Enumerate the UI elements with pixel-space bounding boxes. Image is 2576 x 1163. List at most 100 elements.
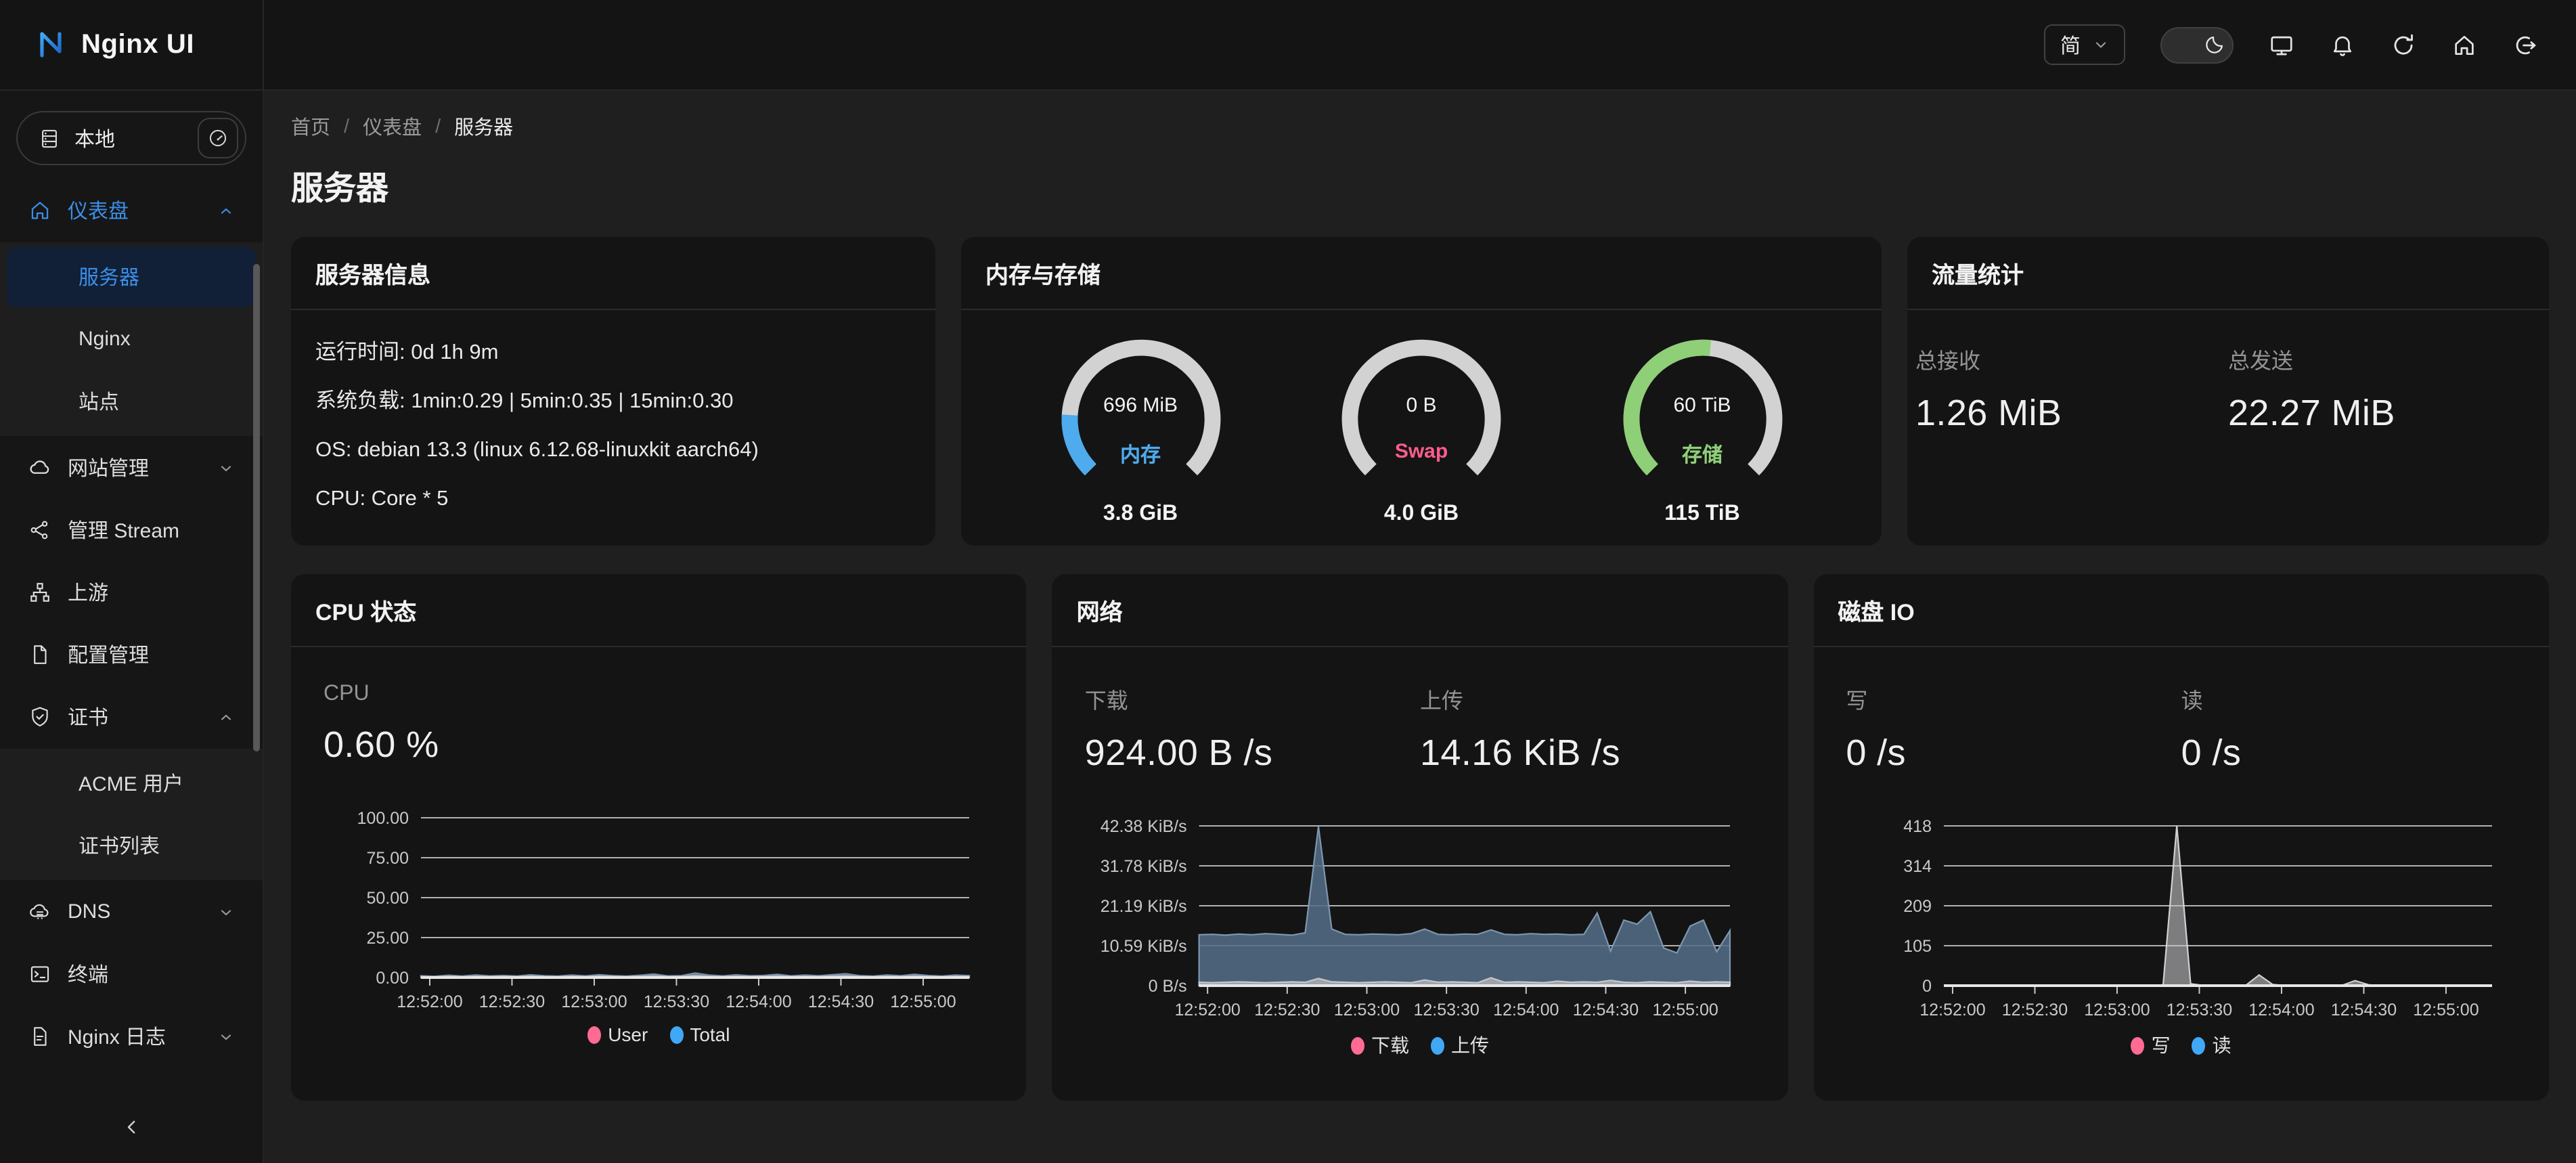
stat-value: 1.26 MiB bbox=[1915, 393, 2062, 433]
os-line: OS: debian 13.3 (linux 6.12.68-linuxkit … bbox=[315, 439, 759, 462]
svg-text:12:52:00: 12:52:00 bbox=[1919, 1001, 1985, 1019]
sidebar-item-label: 上游 bbox=[68, 582, 109, 605]
sidebar-item-config[interactable]: 配置管理 bbox=[7, 624, 256, 685]
gauge-label: 存储 bbox=[1681, 444, 1723, 467]
display-button[interactable] bbox=[2269, 32, 2294, 58]
svg-text:21.19 KiB/s: 21.19 KiB/s bbox=[1101, 897, 1187, 916]
stat-value: 0 /s bbox=[2181, 732, 2242, 773]
stat-label: 上传 bbox=[1419, 690, 1463, 714]
gauge-value: 696 MiB bbox=[1103, 394, 1178, 417]
svg-text:12:53:30: 12:53:30 bbox=[1414, 1001, 1480, 1019]
stat-value: 14.16 KiB /s bbox=[1419, 732, 1620, 773]
sidebar-item-terminal[interactable]: 终端 bbox=[7, 944, 256, 1005]
shield-check-icon bbox=[32, 707, 48, 727]
gauge-value: 0 B bbox=[1406, 394, 1437, 417]
sidebar-item-upstream[interactable]: 上游 bbox=[7, 562, 256, 623]
theme-toggle-switch[interactable] bbox=[2160, 26, 2234, 63]
svg-text:12:52:30: 12:52:30 bbox=[479, 992, 545, 1011]
svg-text:12:52:00: 12:52:00 bbox=[1175, 1001, 1241, 1019]
legend-dot bbox=[587, 1026, 602, 1043]
svg-text:12:55:00: 12:55:00 bbox=[2413, 1001, 2479, 1019]
network-card: 网络 下载 924.00 B /s 上传 14.16 KiB /s bbox=[1052, 574, 1788, 1101]
stat-label: 下载 bbox=[1084, 690, 1128, 714]
language-select[interactable]: 简 bbox=[2043, 24, 2125, 65]
gauge-label: 内存 bbox=[1119, 444, 1161, 467]
language-value: 简 bbox=[2060, 35, 2081, 58]
sidebar-item-dns[interactable]: DNS bbox=[7, 881, 256, 942]
legend-dot bbox=[1430, 1036, 1444, 1054]
breadcrumb-dashboard[interactable]: 仪表盘 bbox=[363, 118, 422, 139]
svg-text:0: 0 bbox=[1922, 977, 1931, 996]
stat-value: 22.27 MiB bbox=[2228, 393, 2395, 433]
svg-text:12:54:30: 12:54:30 bbox=[1573, 1001, 1639, 1019]
reload-button[interactable] bbox=[2391, 32, 2416, 58]
stat-block: CPU 0.60 % bbox=[324, 682, 659, 766]
sidebar-item-website-management[interactable]: 网站管理 bbox=[7, 437, 256, 498]
svg-text:50.00: 50.00 bbox=[366, 889, 409, 908]
legend-item[interactable]: 读 bbox=[2192, 1032, 2231, 1059]
disk-chart: 418 314 209 105 0 12:52:00 12:52:30 12:53:00 12:… bbox=[1838, 812, 2525, 1026]
breadcrumb-home[interactable]: 首页 bbox=[291, 118, 330, 139]
svg-text:12:53:00: 12:53:00 bbox=[2084, 1001, 2150, 1019]
card-header: CPU 状态 bbox=[291, 574, 1027, 647]
legend-item[interactable]: Total bbox=[669, 1024, 730, 1045]
legend-item[interactable]: 写 bbox=[2131, 1032, 2171, 1059]
sidebar-item-certificates[interactable]: 证书 bbox=[7, 686, 256, 747]
breadcrumb: 首页 / 仪表盘 / 服务器 bbox=[291, 112, 2549, 141]
legend-dot bbox=[2131, 1036, 2145, 1054]
server-info-card: 服务器信息 运行时间: 0d 1h 9m 系统负载: 1min:0.29 | 5… bbox=[291, 237, 935, 546]
cpu-status-card: CPU 状态 CPU 0.60 % 100.00 75.00 50.00 25.00 0… bbox=[291, 574, 1027, 1101]
chevron-down-icon bbox=[218, 1028, 234, 1045]
svg-text:12:54:30: 12:54:30 bbox=[2330, 1001, 2396, 1019]
sidebar-item-label: Nginx 日志 bbox=[68, 1026, 166, 1049]
storage-gauge: 60 TiB 存储 115 TiB bbox=[1601, 326, 1804, 527]
legend-item[interactable]: 下载 bbox=[1350, 1032, 1409, 1059]
card-title: 服务器信息 bbox=[315, 263, 430, 288]
logout-button[interactable] bbox=[2512, 32, 2538, 58]
stat-label: CPU bbox=[324, 682, 370, 705]
file-icon bbox=[34, 645, 47, 664]
sidebar-item-acme-users[interactable]: ACME 用户 bbox=[7, 753, 256, 814]
moon-icon bbox=[2206, 36, 2223, 53]
sidebar-item-dashboard[interactable]: 仪表盘 bbox=[7, 180, 256, 241]
server-selector[interactable]: 本地 bbox=[16, 111, 246, 165]
sidebar-item-nginx-logs[interactable]: Nginx 日志 bbox=[7, 1006, 256, 1067]
cloud-icon bbox=[30, 460, 49, 474]
sidebar-scrollbar[interactable] bbox=[253, 264, 260, 751]
sidebar-item-label: 证书 bbox=[68, 707, 109, 730]
svg-text:75.00: 75.00 bbox=[366, 849, 409, 868]
sidebar-item-nginx[interactable]: Nginx bbox=[7, 309, 256, 370]
traffic-stats-card: 流量统计 总接收 1.26 MiB 总发送 22.27 MiB bbox=[1907, 237, 2549, 546]
stat-label: 总发送 bbox=[2228, 351, 2294, 374]
sidebar-item-server[interactable]: 服务器 bbox=[7, 246, 256, 307]
sidebar-collapse-button[interactable] bbox=[0, 1095, 263, 1158]
disk-io-card: 磁盘 IO 写 0 /s 读 0 /s bbox=[1813, 574, 2549, 1101]
legend-item[interactable]: 上传 bbox=[1430, 1032, 1489, 1059]
card-title: 流量统计 bbox=[1932, 263, 2024, 288]
legend-label: 上传 bbox=[1450, 1034, 1489, 1056]
sidebar-item-label: DNS bbox=[68, 900, 111, 923]
certificates-submenu: ACME 用户 证书列表 bbox=[0, 749, 263, 880]
legend-label: Total bbox=[690, 1024, 730, 1045]
memory-storage-card: 内存与存储 696 MiB 内存 3.8 GiB bbox=[961, 237, 1882, 546]
sidebar-item-label: 服务器 bbox=[79, 267, 140, 290]
sidebar-item-label: 配置管理 bbox=[68, 644, 150, 667]
legend-item[interactable]: User bbox=[587, 1024, 648, 1045]
svg-text:12:53:30: 12:53:30 bbox=[644, 992, 709, 1011]
stat-value: 0.60 % bbox=[324, 724, 439, 765]
sidebar-item-sites[interactable]: 站点 bbox=[7, 371, 256, 432]
svg-text:42.38 KiB/s: 42.38 KiB/s bbox=[1101, 817, 1187, 836]
stat-block: 上传 14.16 KiB /s bbox=[1420, 682, 1755, 774]
notification-button[interactable] bbox=[2330, 32, 2355, 58]
chevron-down-icon bbox=[2095, 42, 2106, 48]
gauge-total: 4.0 GiB bbox=[1383, 502, 1459, 525]
database-icon bbox=[42, 129, 57, 148]
sidebar-menu: 仪表盘 服务器 Nginx 站点 bbox=[0, 179, 263, 1095]
sidebar-item-cert-list[interactable]: 证书列表 bbox=[7, 815, 256, 876]
stat-block: 总接收 1.26 MiB bbox=[1915, 343, 2228, 435]
home-button[interactable] bbox=[2451, 32, 2477, 58]
chevron-down-icon bbox=[218, 460, 234, 476]
sidebar-item-stream[interactable]: 管理 Stream bbox=[7, 500, 256, 561]
server-dashboard-button[interactable] bbox=[198, 118, 238, 158]
svg-text:10.59 KiB/s: 10.59 KiB/s bbox=[1101, 937, 1187, 956]
